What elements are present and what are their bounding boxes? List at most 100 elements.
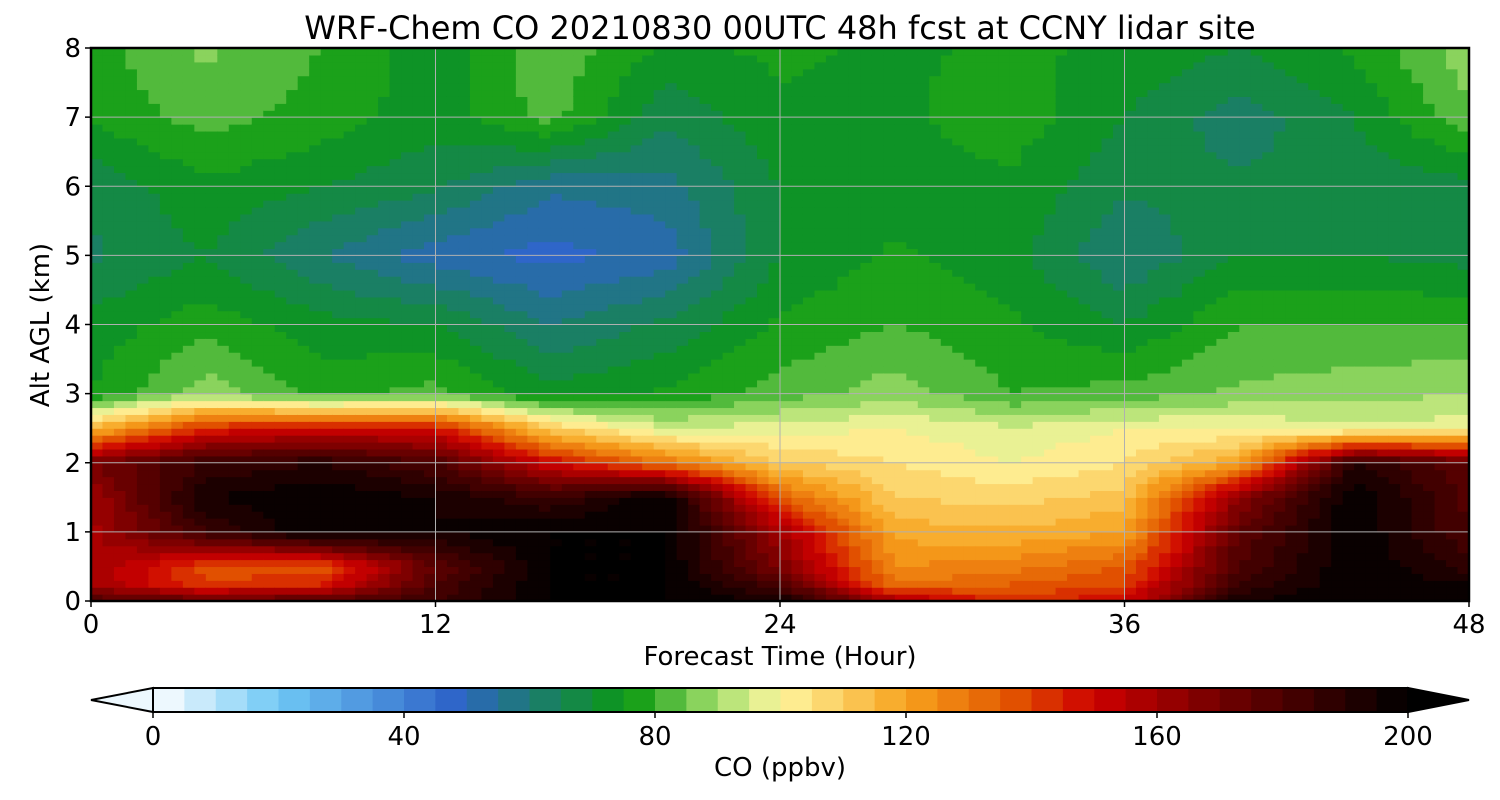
heatmap-cell — [366, 531, 379, 540]
heatmap-cell — [791, 365, 804, 374]
heatmap-cell — [492, 130, 505, 139]
heatmap-cell — [481, 407, 494, 415]
heatmap-cell — [538, 435, 551, 443]
heatmap-cell — [676, 151, 689, 160]
heatmap-cell — [343, 497, 356, 505]
heatmap-cell — [102, 511, 115, 519]
heatmap-cell — [343, 345, 356, 353]
heatmap-cell — [688, 255, 701, 263]
heatmap-cell — [757, 331, 770, 339]
heatmap-cell — [182, 386, 195, 395]
heatmap-cell — [182, 400, 195, 409]
heatmap-cell — [642, 103, 655, 111]
heatmap-cell — [676, 462, 689, 471]
heatmap-cell — [366, 317, 379, 326]
heatmap-cell — [711, 400, 724, 409]
heatmap-cell — [791, 172, 804, 180]
heatmap-cell — [309, 241, 322, 250]
heatmap-cell — [297, 213, 310, 222]
heatmap-cell — [734, 469, 747, 478]
heatmap-cell — [791, 345, 804, 353]
heatmap-cell — [527, 96, 540, 104]
heatmap-cell — [619, 110, 632, 118]
heatmap-cell — [458, 594, 471, 601]
heatmap-cell — [481, 124, 494, 132]
heatmap-cell — [401, 559, 414, 568]
heatmap-cell — [757, 186, 770, 194]
heatmap-cell — [515, 241, 528, 250]
heatmap-cell — [492, 317, 505, 326]
heatmap-cell — [435, 573, 448, 581]
heatmap-cell — [768, 248, 781, 256]
heatmap-cell — [561, 386, 574, 395]
heatmap-cell — [722, 442, 735, 450]
heatmap-cell — [343, 442, 356, 450]
heatmap-cell — [274, 594, 287, 601]
heatmap-cell — [309, 255, 322, 263]
heatmap-cell — [343, 172, 356, 180]
heatmap-cell — [561, 220, 574, 229]
heatmap-cell — [642, 227, 655, 236]
heatmap-cell — [665, 220, 678, 229]
heatmap-cell — [653, 165, 666, 174]
heatmap-cell — [240, 61, 253, 70]
heatmap-cell — [389, 317, 402, 326]
heatmap-cell — [378, 96, 391, 104]
heatmap-cell — [504, 324, 517, 333]
heatmap-cell — [91, 352, 104, 360]
heatmap-cell — [607, 241, 620, 250]
heatmap-cell — [446, 206, 460, 215]
heatmap-cell — [240, 165, 253, 174]
heatmap-cell — [263, 359, 276, 367]
heatmap-cell — [469, 130, 483, 139]
heatmap-cell — [561, 448, 574, 457]
heatmap-cell — [435, 545, 448, 554]
heatmap-cell — [780, 518, 793, 526]
heatmap-cell — [802, 518, 816, 526]
heatmap-cell — [688, 455, 701, 464]
heatmap-cell — [205, 158, 218, 167]
heatmap-cell — [607, 124, 620, 132]
heatmap-cell — [780, 241, 793, 250]
heatmap-cell — [389, 117, 402, 125]
heatmap-cell — [757, 462, 770, 471]
heatmap-cell — [159, 89, 172, 97]
heatmap-cell — [240, 137, 253, 146]
heatmap-cell — [619, 462, 632, 471]
heatmap-cell — [424, 476, 437, 485]
heatmap-cell — [309, 442, 322, 450]
heatmap-cell — [159, 54, 172, 63]
heatmap-cell — [113, 255, 127, 263]
heatmap-cell — [619, 490, 632, 498]
heatmap-cell — [630, 213, 643, 222]
heatmap-cell — [263, 130, 276, 139]
heatmap-cell — [596, 594, 609, 601]
heatmap-cell — [481, 103, 494, 111]
heatmap-cell — [320, 151, 333, 160]
heatmap-cell — [297, 165, 310, 174]
heatmap-cell — [297, 580, 310, 588]
heatmap-cell — [159, 144, 172, 153]
heatmap-cell — [711, 379, 724, 388]
heatmap-cell — [136, 435, 150, 443]
heatmap-cell — [630, 82, 643, 91]
heatmap-cell — [205, 483, 218, 491]
heatmap-cell — [194, 490, 207, 498]
heatmap-cell — [527, 448, 540, 457]
heatmap-cell — [228, 234, 241, 243]
heatmap-cell — [194, 545, 207, 554]
heatmap-cell — [171, 137, 184, 146]
heatmap-cell — [676, 241, 689, 250]
heatmap-cell — [412, 276, 425, 284]
heatmap-cell — [366, 200, 379, 208]
heatmap-cell — [320, 531, 333, 540]
heatmap-cell — [653, 511, 666, 519]
heatmap-cell — [527, 103, 540, 111]
heatmap-cell — [159, 372, 172, 381]
heatmap-cell — [159, 124, 172, 132]
heatmap-cell — [515, 137, 528, 146]
heatmap-cell — [757, 393, 770, 402]
heatmap-cell — [217, 448, 230, 457]
heatmap-cell — [125, 421, 138, 429]
heatmap-cell — [309, 559, 322, 568]
